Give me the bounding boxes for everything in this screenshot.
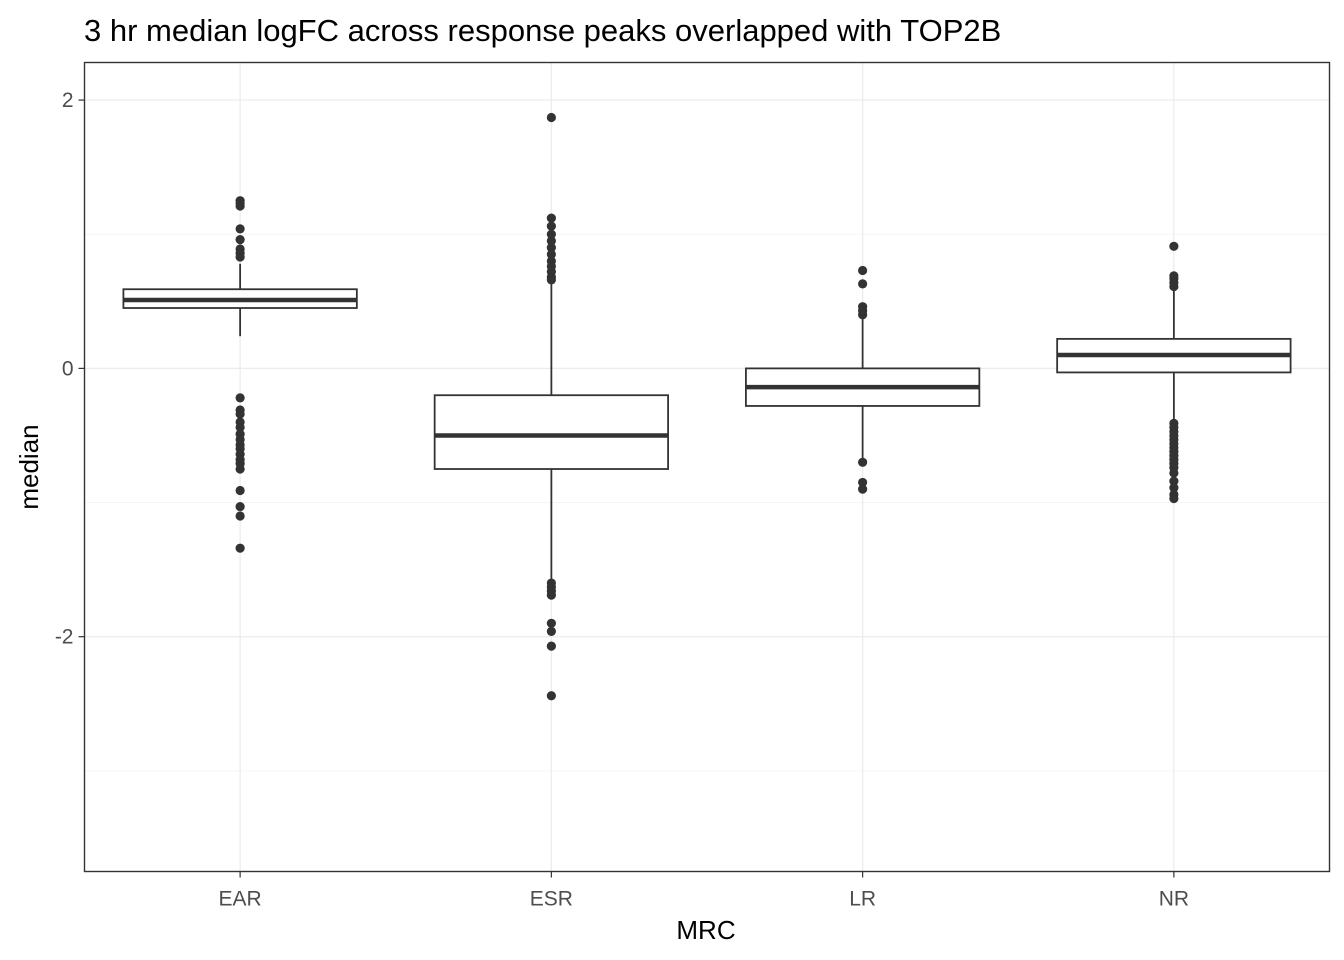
x-axis: EAR ESR LR NR <box>219 871 1189 911</box>
x-tick-label: EAR <box>219 888 262 911</box>
outlier-point <box>546 626 556 636</box>
outlier-point <box>1169 468 1179 478</box>
panel-background <box>84 62 1330 872</box>
outlier-point <box>546 213 556 223</box>
y-axis-title: median <box>14 424 44 509</box>
plot-panel <box>83 61 1331 873</box>
outlier-point <box>235 543 245 553</box>
outlier-point <box>858 477 868 488</box>
x-tick-label: ESR <box>530 888 573 911</box>
outlier-point <box>1169 241 1179 251</box>
outlier-point <box>1169 281 1179 292</box>
y-axis: -2 0 2 <box>55 89 85 649</box>
outlier-point <box>235 464 245 474</box>
outlier-point <box>235 409 245 419</box>
outlier-point <box>235 393 245 403</box>
outlier-point <box>235 252 245 262</box>
outlier-point <box>235 224 245 234</box>
box-lr <box>745 265 981 494</box>
y-tick-label: 0 <box>62 357 74 380</box>
outlier-point <box>858 310 868 320</box>
x-tick-label: LR <box>849 888 876 911</box>
outlier-point <box>235 234 245 245</box>
x-axis-title: MRC <box>676 915 735 945</box>
outlier-point <box>546 618 556 628</box>
outlier-point <box>546 112 556 123</box>
outlier-point <box>235 485 245 496</box>
box-nr <box>1056 241 1292 504</box>
boxes-layer <box>122 112 1292 701</box>
grid-lines <box>84 62 1330 872</box>
outlier-point <box>546 590 556 600</box>
box-ear <box>122 196 358 553</box>
box-esr <box>433 112 669 701</box>
outlier-point <box>546 641 556 651</box>
outlier-point <box>858 457 868 467</box>
y-tick-label: 2 <box>62 89 74 112</box>
outlier-point <box>1169 476 1179 486</box>
outlier-point <box>858 279 868 289</box>
panel-border <box>83 61 1331 873</box>
outlier-point <box>235 511 245 521</box>
outlier-point <box>235 201 245 211</box>
outlier-point <box>858 265 868 276</box>
outlier-point <box>546 249 556 259</box>
outlier-point <box>546 236 556 246</box>
outlier-point <box>235 422 245 433</box>
chart-title: 3 hr median logFC across response peaks … <box>84 13 1001 48</box>
iqr-box <box>433 394 669 470</box>
outlier-point <box>546 229 556 239</box>
outlier-point <box>858 484 868 494</box>
outlier-point <box>546 275 556 285</box>
y-tick-label: -2 <box>55 626 74 649</box>
outlier-point <box>1169 493 1179 504</box>
outlier-point <box>235 501 245 512</box>
x-tick-label: NR <box>1159 888 1189 911</box>
outlier-point <box>546 691 556 701</box>
outlier-point <box>546 221 556 231</box>
outlier-point <box>546 243 556 253</box>
outlier-point <box>1169 483 1179 493</box>
